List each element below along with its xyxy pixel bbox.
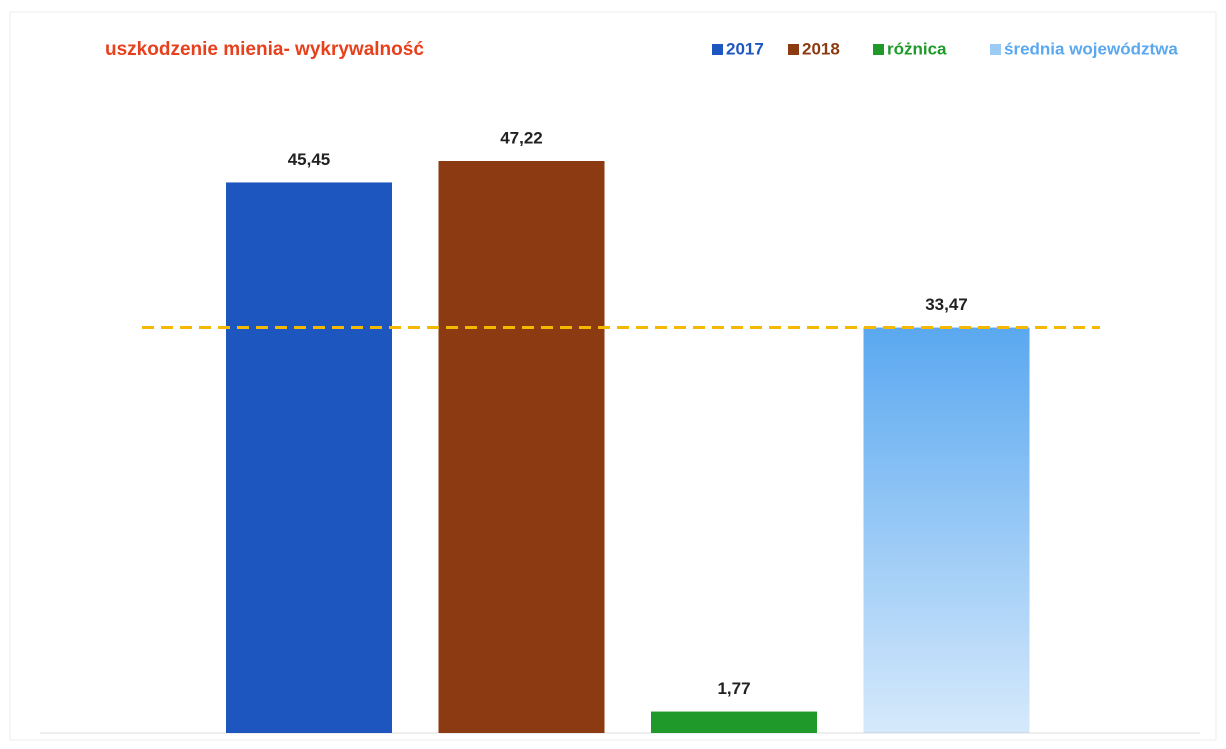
legend-swatch (990, 44, 1001, 55)
legend-swatch (712, 44, 723, 55)
legend-swatch (873, 44, 884, 55)
bar (863, 327, 1030, 733)
legend-label: 2018 (802, 39, 840, 58)
data-label: 33,47 (925, 295, 968, 314)
legend-label: 2017 (726, 39, 764, 58)
data-label: 45,45 (288, 150, 331, 169)
chart-frame (9, 11, 1217, 741)
legend-swatch (788, 44, 799, 55)
legend-label: średnia województwa (1004, 39, 1178, 58)
bar (438, 161, 605, 733)
legend-label: różnica (887, 39, 947, 58)
chart-title: uszkodzenie mienia- wykrywalność (105, 39, 424, 60)
data-label: 1,77 (717, 679, 750, 698)
data-label: 47,22 (500, 128, 543, 147)
bar (651, 711, 817, 733)
bar (226, 182, 392, 733)
